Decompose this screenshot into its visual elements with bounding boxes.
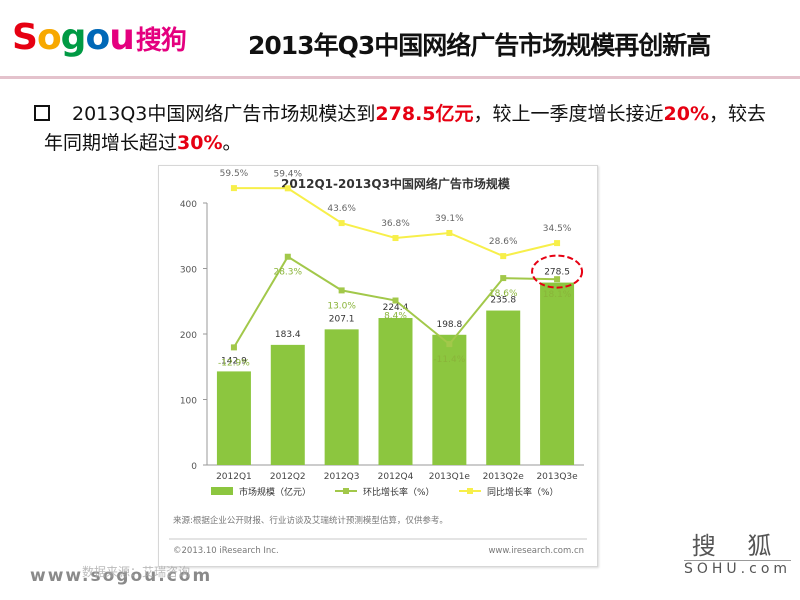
legend-label: 同比增长率（%） <box>487 486 559 498</box>
sogou-logo-letter: g <box>60 17 87 58</box>
series-value-label: 13.0% <box>327 301 356 311</box>
chart-frame: 2012Q1-2013Q3中国网络广告市场规模 0 100 200 300 400 142.… <box>158 165 598 567</box>
sohu-logo: 搜 狐 SOHU.com <box>684 532 792 577</box>
series-value-label: -12.9% <box>218 358 250 368</box>
bar-value-label: 207.1 <box>329 314 355 324</box>
bar-value-label: 142.9 <box>221 356 247 366</box>
series-marker <box>554 276 561 283</box>
footer-url: www.sogou.com <box>30 566 213 586</box>
series-marker <box>392 297 399 304</box>
summary-highlight-yoy: 30% <box>177 132 223 154</box>
series-marker <box>338 287 345 294</box>
legend-marker <box>343 488 349 494</box>
series-marker <box>230 344 237 351</box>
summary-text-1: 2013Q3中国网络广告市场规模达到 <box>72 103 376 125</box>
summary-bullet: 2013Q3中国网络广告市场规模达到278.5亿元，较上一季度增长接近20%，较… <box>44 100 774 158</box>
sogou-logo-cn: 搜狗 <box>135 26 187 56</box>
bar <box>216 371 251 465</box>
series-value-label: 28.3% <box>273 268 302 278</box>
summary-text-2: ，较上一季度增长接近 <box>473 103 664 125</box>
sogou-logo-letter: o <box>85 17 110 58</box>
bar <box>270 344 305 465</box>
bar <box>378 318 413 465</box>
bar-value-label: 235.8 <box>490 296 516 306</box>
series-marker <box>284 185 291 192</box>
series-value-label: 8.4% <box>384 312 407 322</box>
y-tick-label: 400 <box>180 200 197 210</box>
summary-text-4: 。 <box>222 132 242 154</box>
sogou-logo-letter: u <box>109 17 135 58</box>
bar-value-label: 224.4 <box>383 303 409 313</box>
chart-copyright: ©2013.10 iResearch Inc. <box>173 546 279 556</box>
bar-value-label: 183.4 <box>275 330 301 340</box>
series-marker <box>392 235 399 242</box>
series-marker <box>554 240 561 247</box>
sogou-logo: Sogou搜狗 <box>12 17 187 61</box>
legend-label: 市场规模（亿元） <box>239 486 311 498</box>
series-marker <box>230 185 237 192</box>
series-value-label: 36.8% <box>381 219 410 229</box>
x-tick-label: 2013Q2e <box>483 472 525 482</box>
bar-value-label: 198.8 <box>436 320 462 330</box>
series-value-label: 18.1% <box>543 290 572 300</box>
series-value-label: 28.6% <box>489 237 518 247</box>
bullet-square-icon <box>34 105 50 121</box>
summary-text-3: ，较去年同期增长超过 <box>44 103 767 154</box>
series-value-label: 18.6% <box>489 289 518 299</box>
sogou-logo-letter: o <box>36 17 62 58</box>
x-tick-label: 2013Q1e <box>429 472 471 482</box>
x-tick-label: 2012Q1 <box>216 472 252 482</box>
series-value-label: 59.5% <box>220 169 249 179</box>
legend-marker <box>467 488 473 494</box>
series-value-label: 59.4% <box>273 169 302 179</box>
series-marker <box>500 275 507 282</box>
x-tick-label: 2012Q3 <box>324 472 360 482</box>
x-tick-label: 2012Q4 <box>378 472 414 482</box>
y-tick-label: 0 <box>191 462 197 472</box>
x-tick-label: 2012Q2 <box>270 472 306 482</box>
series-marker <box>446 341 453 348</box>
sogou-logo-letters: Sogou <box>12 17 135 58</box>
y-tick-label: 100 <box>180 397 197 407</box>
legend-label: 环比增长率（%） <box>363 486 435 498</box>
x-tick-label: 2013Q3e <box>536 472 578 482</box>
summary-highlight-qoq: 20% <box>663 103 710 125</box>
series-value-label: -11.4% <box>433 355 465 365</box>
slide-title: 2013年Q3中国网络广告市场规模再创新高 <box>248 31 711 60</box>
series-value-label: 39.1% <box>435 214 464 224</box>
chart-svg: 2012Q1-2013Q3中国网络广告市场规模 0 100 200 300 400 142.… <box>169 169 587 556</box>
sohu-logo-cn: 搜 狐 <box>691 532 784 560</box>
summary-highlight-size: 278.5亿元 <box>375 103 474 125</box>
bar-value-label: 278.5 <box>544 268 570 278</box>
bar <box>540 282 575 465</box>
bar <box>432 334 467 465</box>
series-marker <box>500 253 507 260</box>
chart-website: www.iresearch.com.cn <box>488 546 584 556</box>
y-tick-label: 300 <box>180 266 197 276</box>
y-tick-label: 200 <box>180 331 197 341</box>
chart-source-note: 来源:根据企业公开财报、行业访谈及艾瑞统计预测模型估算，仅供参考。 <box>173 515 448 526</box>
footer-cn-text: 数据来源：艾瑞咨询 <box>82 565 191 579</box>
series-marker <box>338 220 345 227</box>
legend-swatch <box>211 487 233 495</box>
series-value-label: 43.6% <box>327 204 356 214</box>
series-value-label: 34.5% <box>543 224 572 234</box>
series-marker <box>446 229 453 236</box>
series-marker <box>284 253 291 260</box>
header-divider <box>0 76 800 79</box>
chart-title: 2012Q1-2013Q3中国网络广告市场规模 <box>281 176 511 191</box>
highlight-ellipse <box>531 254 584 289</box>
bar <box>486 310 521 465</box>
bar <box>324 329 359 465</box>
sohu-logo-en: SOHU.com <box>684 560 792 577</box>
sogou-logo-letter: S <box>12 17 38 58</box>
